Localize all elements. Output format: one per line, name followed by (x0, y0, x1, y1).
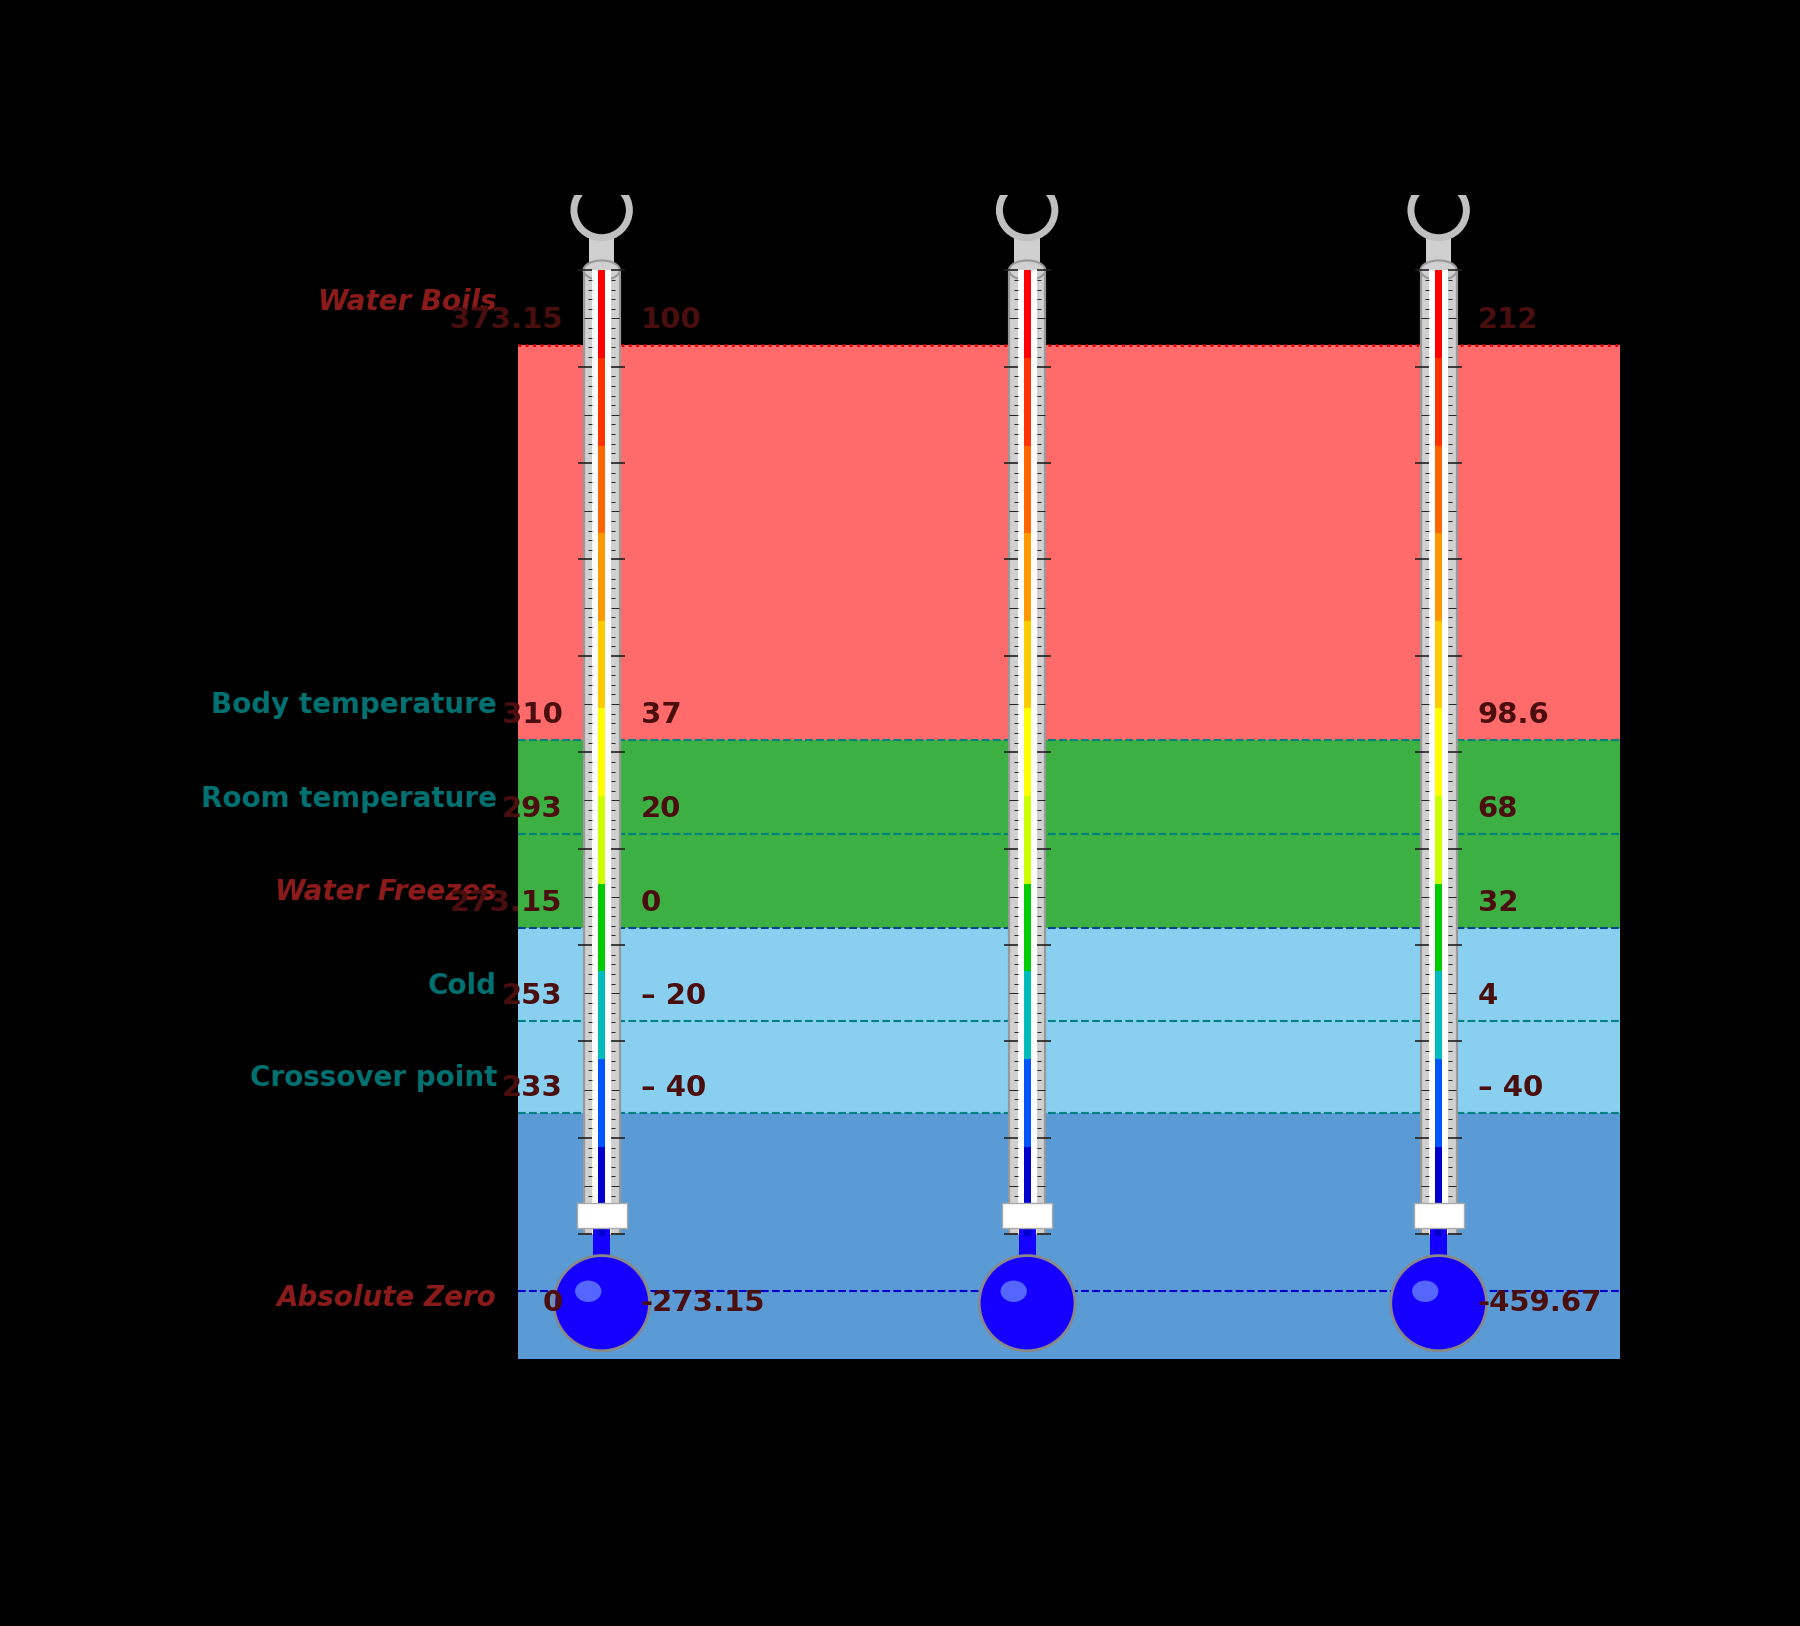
Text: 212: 212 (1478, 306, 1539, 335)
Bar (1435, 1059, 1442, 1148)
Bar (1413, 1203, 1463, 1228)
Bar (1017, 270, 1037, 1234)
Text: -273.15: -273.15 (641, 1289, 765, 1317)
Bar (1426, 237, 1451, 270)
Text: 233: 233 (502, 1073, 563, 1102)
Bar (1024, 797, 1031, 885)
Bar (598, 533, 605, 623)
Bar (598, 885, 605, 972)
Bar (1431, 1228, 1447, 1270)
Bar (1435, 885, 1442, 972)
Bar (1024, 621, 1031, 709)
Bar (598, 446, 605, 535)
Ellipse shape (554, 1255, 650, 1351)
Bar (1435, 270, 1442, 359)
Text: 253: 253 (502, 982, 563, 1010)
Bar (518, 1112, 1620, 1359)
Bar (592, 270, 610, 1234)
Text: Water Boils: Water Boils (319, 288, 497, 315)
Text: 293: 293 (502, 795, 563, 823)
Text: 0: 0 (542, 1289, 563, 1317)
Text: – 40: – 40 (1478, 1073, 1543, 1102)
Bar (598, 358, 605, 447)
Bar (1010, 270, 1046, 1234)
Ellipse shape (1411, 1281, 1438, 1302)
Bar (598, 1059, 605, 1148)
Text: Absolute Zero: Absolute Zero (277, 1285, 497, 1312)
Text: Crossover point: Crossover point (250, 1063, 497, 1091)
Text: 373.15: 373.15 (450, 306, 563, 335)
Text: – 40: – 40 (641, 1073, 706, 1102)
Bar (1435, 446, 1442, 535)
Bar (576, 1203, 626, 1228)
Ellipse shape (1001, 1281, 1026, 1302)
Bar (598, 621, 605, 709)
Bar (598, 709, 605, 797)
Ellipse shape (574, 1281, 601, 1302)
Bar (1024, 533, 1031, 623)
Bar (518, 345, 1620, 740)
Text: 100: 100 (641, 306, 702, 335)
Text: 0: 0 (641, 888, 661, 917)
Bar (594, 1228, 610, 1270)
Bar (1003, 1203, 1053, 1228)
Bar (1435, 709, 1442, 797)
Bar (598, 270, 605, 359)
Bar (598, 1146, 605, 1236)
Bar (1435, 621, 1442, 709)
Text: Water Freezes: Water Freezes (275, 878, 497, 907)
Bar (1024, 885, 1031, 972)
Bar (1015, 237, 1040, 270)
Bar (1435, 797, 1442, 885)
Bar (1019, 1228, 1035, 1270)
Bar (518, 740, 1620, 927)
Text: 310: 310 (502, 701, 563, 728)
Bar (1024, 1059, 1031, 1148)
Ellipse shape (1010, 193, 1044, 226)
Bar (1420, 270, 1456, 1234)
Ellipse shape (583, 260, 619, 280)
Bar (1024, 971, 1031, 1060)
Text: 68: 68 (1478, 795, 1517, 823)
Text: 98.6: 98.6 (1478, 701, 1550, 728)
Ellipse shape (979, 1255, 1075, 1351)
Ellipse shape (1391, 1255, 1487, 1351)
Bar (583, 270, 619, 1234)
Bar (1435, 533, 1442, 623)
Bar (1435, 358, 1442, 447)
Ellipse shape (1422, 193, 1454, 226)
Bar (518, 927, 1620, 1112)
Text: 20: 20 (641, 795, 680, 823)
Text: – 20: – 20 (641, 982, 706, 1010)
Bar (1429, 270, 1447, 1234)
Bar (1435, 1146, 1442, 1236)
Bar (598, 971, 605, 1060)
Bar (589, 237, 614, 270)
Bar (1024, 270, 1031, 359)
Text: 32: 32 (1478, 888, 1517, 917)
Bar (1024, 709, 1031, 797)
Text: Body temperature: Body temperature (211, 691, 497, 719)
Text: 273.15: 273.15 (450, 888, 563, 917)
Bar (598, 797, 605, 885)
Bar (1024, 358, 1031, 447)
Text: -459.67: -459.67 (1478, 1289, 1602, 1317)
Text: 4: 4 (1478, 982, 1498, 1010)
Text: Room temperature: Room temperature (202, 785, 497, 813)
Ellipse shape (1420, 260, 1456, 280)
Bar (1024, 446, 1031, 535)
Text: 37: 37 (641, 701, 682, 728)
Bar (1435, 971, 1442, 1060)
Bar (1024, 1146, 1031, 1236)
Ellipse shape (585, 193, 617, 226)
Ellipse shape (1010, 260, 1046, 280)
Text: Cold: Cold (428, 972, 497, 1000)
